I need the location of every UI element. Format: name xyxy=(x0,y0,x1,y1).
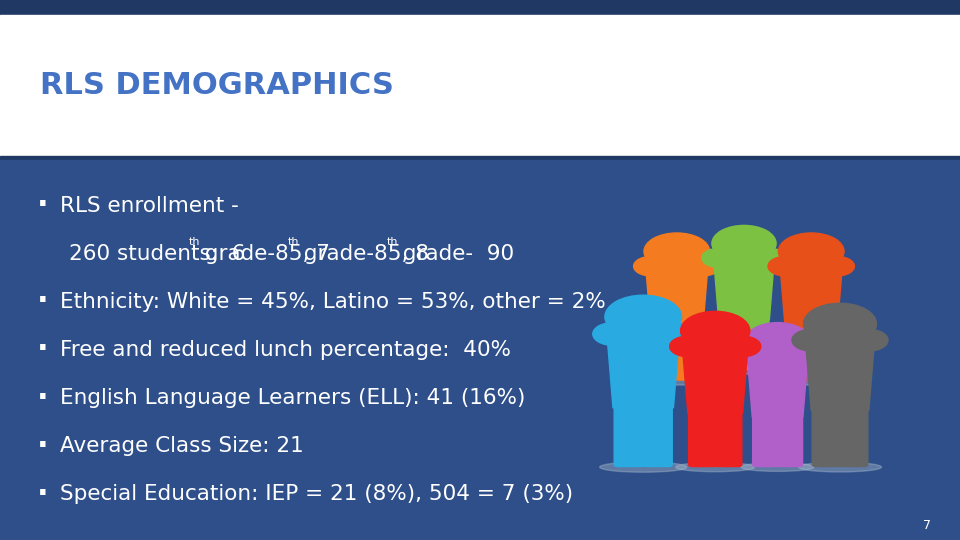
Text: ·: · xyxy=(36,191,48,220)
Polygon shape xyxy=(780,266,842,329)
Text: ·: · xyxy=(36,335,48,364)
FancyBboxPatch shape xyxy=(651,327,678,380)
Text: English Language Learners (ELL): 41 (16%): English Language Learners (ELL): 41 (16%… xyxy=(60,388,525,408)
FancyBboxPatch shape xyxy=(753,415,779,467)
FancyBboxPatch shape xyxy=(810,327,837,380)
Polygon shape xyxy=(713,258,775,320)
Circle shape xyxy=(605,295,682,338)
Circle shape xyxy=(634,256,668,276)
Text: RLS DEMOGRAPHICS: RLS DEMOGRAPHICS xyxy=(40,71,395,100)
Text: grade-85, 8: grade-85, 8 xyxy=(297,244,429,264)
Text: ·: · xyxy=(36,287,48,316)
Ellipse shape xyxy=(799,462,881,472)
Circle shape xyxy=(820,256,854,276)
Text: th: th xyxy=(189,237,201,247)
FancyBboxPatch shape xyxy=(743,318,769,369)
Text: ·: · xyxy=(36,431,48,461)
FancyBboxPatch shape xyxy=(839,408,868,467)
Ellipse shape xyxy=(639,376,714,385)
FancyBboxPatch shape xyxy=(714,411,742,467)
Ellipse shape xyxy=(708,366,780,374)
Text: th: th xyxy=(387,237,398,247)
FancyBboxPatch shape xyxy=(785,327,812,380)
Text: Free and reduced lunch percentage:  40%: Free and reduced lunch percentage: 40% xyxy=(60,340,511,360)
FancyBboxPatch shape xyxy=(642,406,672,467)
FancyBboxPatch shape xyxy=(614,406,644,467)
Circle shape xyxy=(712,225,776,261)
FancyBboxPatch shape xyxy=(676,327,703,380)
FancyBboxPatch shape xyxy=(777,415,803,467)
FancyBboxPatch shape xyxy=(688,411,716,467)
Circle shape xyxy=(593,322,634,346)
Bar xyxy=(0,15,960,156)
Bar xyxy=(0,0,960,15)
Polygon shape xyxy=(805,340,875,410)
Polygon shape xyxy=(683,347,748,413)
FancyBboxPatch shape xyxy=(812,408,841,467)
Circle shape xyxy=(779,233,844,270)
Circle shape xyxy=(685,256,720,276)
Circle shape xyxy=(724,336,760,356)
Text: ·: · xyxy=(36,480,48,509)
Circle shape xyxy=(681,312,750,350)
Polygon shape xyxy=(607,334,680,408)
Circle shape xyxy=(654,322,693,346)
Circle shape xyxy=(850,329,888,351)
Bar xyxy=(0,156,960,160)
Text: RLS enrollment -: RLS enrollment - xyxy=(60,195,238,215)
Text: Special Education: IEP = 21 (8%), 504 = 7 (3%): Special Education: IEP = 21 (8%), 504 = … xyxy=(60,484,573,504)
Ellipse shape xyxy=(774,376,849,385)
Ellipse shape xyxy=(676,462,755,472)
Circle shape xyxy=(804,303,876,345)
Circle shape xyxy=(669,336,707,356)
Circle shape xyxy=(768,256,803,276)
Text: ·: · xyxy=(36,383,48,413)
Text: grade-85, 7: grade-85, 7 xyxy=(198,244,330,264)
Text: 260 students:  6: 260 students: 6 xyxy=(69,244,246,264)
Text: 7: 7 xyxy=(924,519,931,532)
FancyBboxPatch shape xyxy=(719,318,745,369)
Text: Ethnicity: White = 45%, Latino = 53%, other = 2%: Ethnicity: White = 45%, Latino = 53%, ot… xyxy=(60,292,605,312)
Polygon shape xyxy=(646,266,708,329)
Ellipse shape xyxy=(741,463,814,471)
Circle shape xyxy=(735,346,769,365)
Circle shape xyxy=(644,233,709,270)
Circle shape xyxy=(753,248,786,267)
Bar xyxy=(0,160,960,540)
Circle shape xyxy=(786,346,820,365)
Text: Average Class Size: 21: Average Class Size: 21 xyxy=(60,436,303,456)
Circle shape xyxy=(792,329,830,351)
Polygon shape xyxy=(747,355,808,417)
Text: th: th xyxy=(288,237,300,247)
Ellipse shape xyxy=(600,462,686,472)
Circle shape xyxy=(746,322,809,359)
Circle shape xyxy=(702,248,735,267)
Text: grade-  90: grade- 90 xyxy=(396,244,514,264)
